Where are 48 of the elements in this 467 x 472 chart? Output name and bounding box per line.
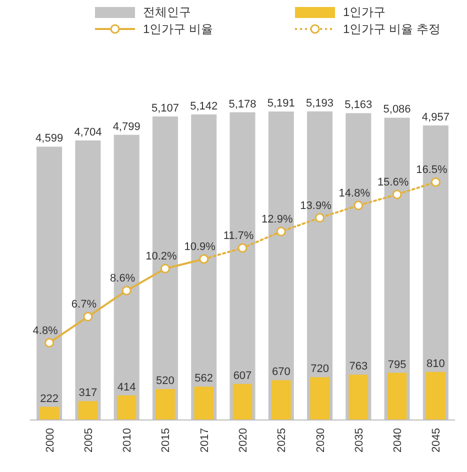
data-label: 5,178	[228, 98, 256, 110]
data-label: 10.2%	[146, 250, 178, 263]
data-label: 222	[40, 392, 58, 405]
x-tick-label: 2017	[198, 428, 211, 452]
data-label: 4,599	[36, 132, 64, 145]
data-label: 4.8%	[32, 324, 58, 337]
data-label: 10.9%	[184, 240, 216, 253]
data-label: 810	[426, 358, 445, 370]
data-label: 763	[349, 360, 368, 373]
data-label: 4,799	[112, 120, 140, 133]
data-label: 5,107	[151, 102, 179, 114]
x-tick-label: 2045	[430, 428, 443, 452]
data-label: 5,086	[383, 104, 411, 116]
x-tick-label: 2015	[160, 428, 172, 452]
data-label: 4,957	[422, 111, 450, 124]
legend-label: 1인가구	[343, 5, 386, 19]
data-label: 12.9%	[262, 214, 293, 226]
data-label: 5,163	[344, 99, 372, 112]
x-tick-label: 2035	[353, 428, 366, 452]
data-label: 5,142	[190, 100, 218, 112]
x-tick-label: 2030	[314, 428, 327, 452]
legend-label: 1인가구 비율	[143, 22, 214, 36]
data-label: 4,704	[74, 126, 102, 138]
data-label: 317	[78, 387, 98, 400]
data-label: 5,191	[267, 98, 295, 110]
data-label: 8.6%	[110, 272, 136, 285]
data-label: 607	[233, 370, 252, 382]
data-label: 11.7%	[223, 230, 254, 242]
data-label: 562	[194, 372, 214, 385]
data-label: 14.8%	[338, 187, 370, 200]
data-label: 720	[310, 363, 329, 376]
data-label: 5,193	[306, 97, 334, 110]
data-label: 13.9%	[300, 200, 332, 212]
data-label: 520	[156, 375, 174, 388]
x-tick-label: 2040	[392, 428, 404, 452]
data-label: 670	[272, 366, 290, 378]
x-tick-label: 2010	[122, 428, 134, 452]
x-tick-label: 2025	[276, 428, 288, 452]
data-label: 15.6%	[377, 176, 409, 188]
data-label: 16.5%	[416, 164, 448, 176]
x-tick-label: 2005	[82, 428, 95, 452]
data-label: 6.7%	[71, 298, 97, 311]
x-tick-label: 2000	[44, 428, 56, 452]
legend-label: 1인가구 비율 추정	[343, 22, 440, 36]
data-label: 414	[117, 381, 136, 394]
x-tick-label: 2020	[238, 428, 250, 452]
legend-label: 전체인구	[143, 5, 191, 19]
data-label: 795	[388, 358, 406, 371]
